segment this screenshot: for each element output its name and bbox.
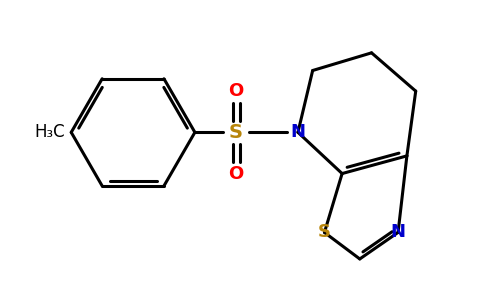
Text: O: O	[228, 82, 244, 100]
Text: N: N	[391, 224, 406, 242]
Text: H₃C: H₃C	[35, 123, 65, 141]
Text: O: O	[228, 165, 244, 183]
Text: N: N	[290, 123, 305, 141]
Text: S: S	[318, 224, 331, 242]
Text: S: S	[229, 123, 243, 142]
